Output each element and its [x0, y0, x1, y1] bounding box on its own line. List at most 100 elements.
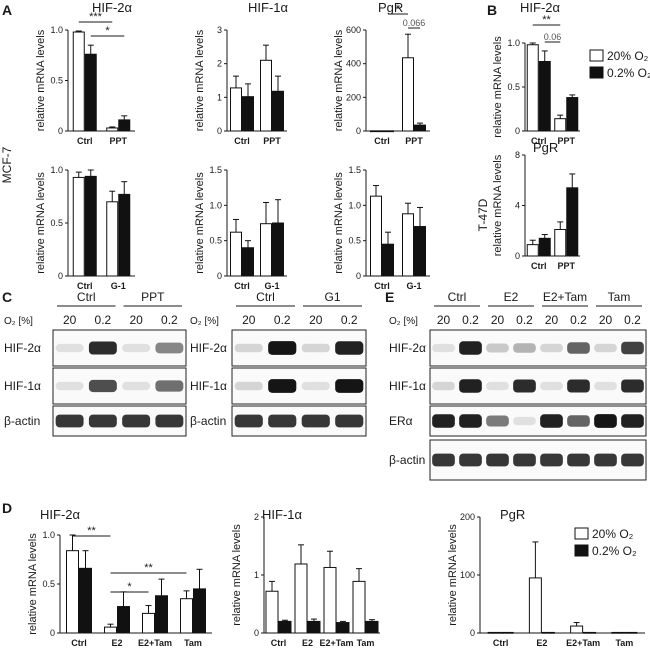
bar-normoxia	[352, 580, 366, 634]
blot-band	[432, 381, 455, 391]
chart-a6: relative mRNA levels 0 0.5 1.0 1.5 Ctrl G-1	[333, 165, 430, 291]
lane-label: 0.2	[570, 313, 587, 327]
blot-row-label: HIF-1α	[190, 379, 227, 393]
bar-normoxia	[180, 598, 193, 634]
category-label: PPT	[557, 136, 575, 146]
y-tick-label: 0	[217, 271, 222, 281]
significance-label: *	[105, 25, 110, 37]
panel-label-c: C	[2, 289, 12, 305]
blot-group-label: Ctrl	[256, 290, 275, 304]
y-tick-label: 0	[50, 628, 55, 638]
chart-title: HIF-2α	[40, 507, 81, 522]
bar-hypoxia	[117, 606, 130, 634]
chart-b1: HIF-2α relative mRNA levels 0 0.5 1.0 Ctrl PPT…	[492, 0, 580, 146]
blot-row-label: β-actin	[190, 414, 226, 428]
blot-band	[301, 381, 330, 391]
category-label: Ctrl	[531, 136, 547, 146]
bar-normoxia	[323, 566, 337, 634]
bar-normoxia	[230, 231, 242, 277]
chart-a5: relative mRNA levels 0 0.5 1.0 1.5 Ctrl G-1	[194, 165, 287, 291]
chart-d3: PgR relative mRNA levels 0 100 200 Ctrl E2 E2+T…	[447, 507, 645, 648]
y-tick-label: 0	[515, 126, 520, 136]
bar-hypoxia	[382, 243, 394, 277]
bar-hypoxia	[242, 247, 254, 277]
y-axis-label: relative mRNA levels	[35, 172, 47, 274]
chart-a4: relative mRNA levels 0 0.5 1.0 Ctrl G-1	[35, 165, 135, 291]
y-tick-label: 1.0	[50, 25, 63, 35]
chart-title: PgR	[533, 140, 558, 155]
blot-c1: Ctrl PPT O₂ [%] 20 0.2 20 0.2 HIF-2α HIF-1α β-act…	[4, 290, 187, 437]
blot-band	[621, 414, 644, 428]
blot-band	[55, 381, 84, 391]
chart-d2: HIF-1α relative mRNA levels 0 1 2 Ctrl E2 E2+Ta…	[231, 507, 380, 648]
category-label: Ctrl	[374, 136, 390, 146]
o2-label: O₂ [%]	[190, 316, 219, 327]
bar-normoxia	[611, 631, 625, 634]
y-axis-label: relative mRNA levels	[333, 172, 345, 274]
chart-a1: HIF-2α relative mRNA levels 0 0.5 1.0 Ctrl PPT…	[35, 0, 135, 146]
category-label: Tam	[615, 638, 633, 648]
y-tick-label: 0	[254, 628, 259, 638]
y-tick-label: 1.0	[50, 165, 63, 175]
lane-label: 20	[129, 313, 143, 327]
y-tick-label: 0	[58, 126, 63, 136]
legend-label-hypoxia: 0.2% O₂	[592, 544, 637, 558]
lane-label: 0.2	[624, 313, 641, 327]
blot-group-label: G1	[324, 290, 340, 304]
y-tick-label: 1.0	[507, 38, 520, 48]
category-label: Ctrl	[271, 638, 287, 648]
bar-hypoxia	[624, 631, 638, 634]
y-tick-label: 1.5	[348, 165, 361, 175]
bar-normoxia	[402, 57, 414, 132]
chart-a2: HIF-1α relative mRNA levels 0 1 2 3 Ctrl PPT	[194, 0, 289, 146]
bar-hypoxia	[566, 97, 579, 132]
bar-normoxia	[142, 612, 155, 634]
blot-band	[88, 341, 117, 355]
significance-label: *	[127, 581, 132, 593]
lane-label: 0.2	[516, 313, 533, 327]
y-tick-label: 8	[515, 150, 520, 160]
blot-band	[540, 414, 563, 428]
blot-band	[594, 343, 617, 353]
row-label-t47d: T-47D	[476, 198, 490, 231]
bar-hypoxia	[583, 631, 597, 634]
blot-row-label: HIF-2α	[4, 341, 41, 355]
chart-a3: PgR relative mRNA levels 0 200 400 600 Ctrl PPT…	[333, 0, 430, 146]
blot-band	[55, 343, 84, 353]
blot-band	[301, 414, 330, 428]
panel-label-e: E	[385, 289, 394, 305]
bar-normoxia	[570, 625, 584, 634]
blot-row-label: HIF-1α	[389, 379, 426, 393]
legend-b: 20% O₂ 0.2% O₂	[589, 49, 650, 80]
blot-band	[567, 415, 590, 427]
category-label: Ctrl	[531, 261, 547, 271]
category-label: Tam	[357, 638, 375, 648]
o2-label: O₂ [%]	[4, 316, 33, 327]
bar-hypoxia	[272, 222, 284, 277]
blot-band	[55, 414, 84, 428]
blot-group-label: PPT	[141, 290, 165, 304]
bar-hypoxia	[541, 631, 555, 634]
y-tick-label: 0	[470, 628, 475, 638]
significance-label: **	[144, 562, 153, 574]
bar-normoxia	[370, 130, 382, 133]
blot-band	[486, 415, 509, 427]
blot-band	[234, 414, 263, 428]
o2-label: O₂ [%]	[389, 316, 418, 327]
category-label: Tam	[184, 638, 202, 648]
y-tick-label: 400	[346, 59, 361, 69]
blot-group-label: Ctrl	[448, 290, 467, 304]
y-tick-label: 600	[346, 25, 361, 35]
y-tick-label: 1.0	[348, 200, 361, 210]
blot-band	[567, 342, 590, 354]
bar-normoxia	[260, 223, 272, 277]
lane-label: 20	[242, 313, 256, 327]
y-tick-label: 2	[254, 512, 259, 522]
blot-band	[234, 343, 263, 353]
blot-band	[155, 342, 184, 354]
lane-label: 20	[545, 313, 559, 327]
category-label: G-1	[406, 281, 421, 291]
y-tick-label: 0.5	[42, 579, 55, 589]
lane-label: 0.2	[161, 313, 178, 327]
blot-band	[513, 453, 536, 467]
